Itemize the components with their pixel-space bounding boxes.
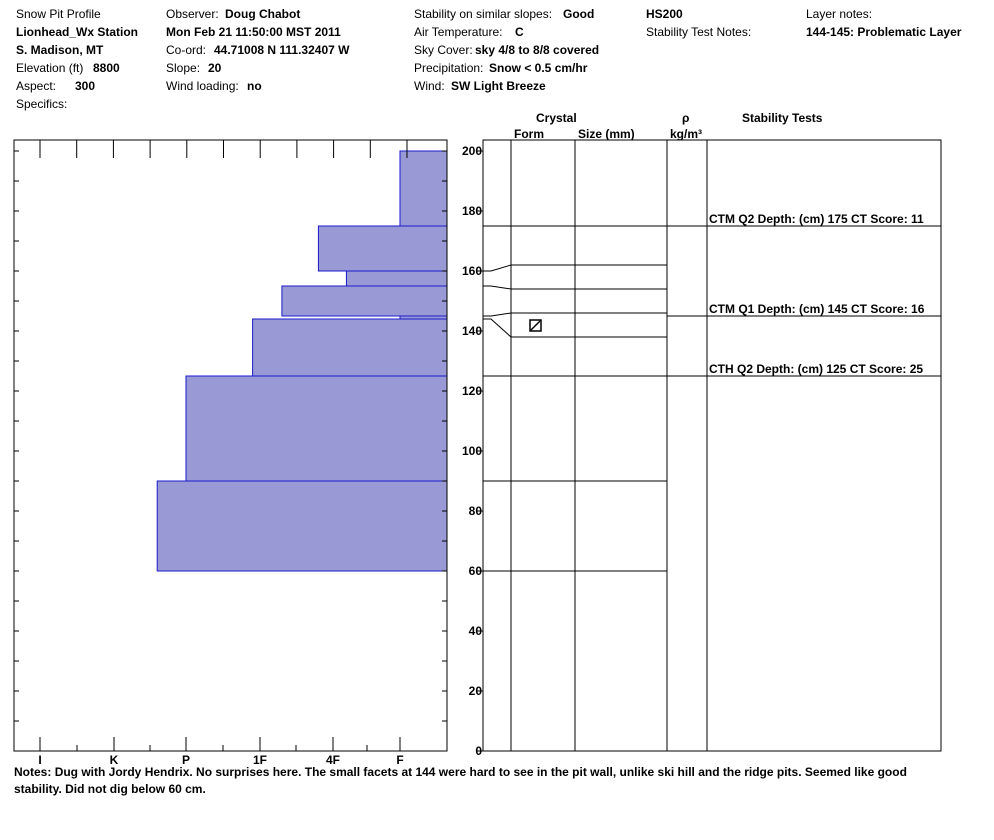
profile-title: Snow Pit Profile (16, 7, 101, 21)
notes-label: Notes: (14, 765, 52, 779)
snow-height: HS200 (646, 7, 683, 21)
stability-value: Good (563, 7, 595, 21)
layer-boundary-4 (483, 318, 667, 338)
hardness-bar-7 (156, 480, 448, 572)
stability-tests-heading: Stability Tests (742, 111, 823, 125)
sky-cover-value: sky 4/8 to 8/8 covered (475, 43, 600, 57)
hardness-bar-0 (399, 150, 448, 227)
stability-test-label-0: CTM Q2 Depth: (cm) 175 CT Score: 11 (709, 212, 924, 226)
stability-test-label-2: CTH Q2 Depth: (cm) 125 CT Score: 25 (709, 362, 923, 376)
elevation-value: 8800 (93, 61, 120, 75)
aspect-label: Aspect: (16, 79, 57, 93)
hardness-tick-label-K: K (110, 753, 119, 767)
stability-test-label-1: CTM Q1 Depth: (cm) 145 CT Score: 16 (709, 302, 925, 316)
depth-label-100: 100 (462, 444, 482, 458)
size-heading: Size (mm) (578, 127, 635, 141)
hardness-bar-5 (252, 318, 448, 377)
depth-label-200: 200 (462, 144, 482, 158)
layer-boundary-3 (483, 312, 667, 317)
hardness-tick-label-I: I (38, 753, 41, 767)
sky-cover-label: Sky Cover: (414, 43, 473, 57)
depth-label-40: 40 (469, 624, 483, 638)
notes-block: Notes: Dug with Jordy Hendrix. No surpri… (14, 764, 914, 798)
crystal-heading: Crystal (536, 111, 577, 125)
layer-boundary-1 (483, 264, 667, 272)
observation-datetime: Mon Feb 21 11:50:00 MST 2011 (166, 25, 341, 39)
faceted-crystal-icon-slash (530, 320, 541, 331)
specifics-label: Specifics: (16, 97, 68, 111)
hardness-bar-3 (281, 285, 448, 317)
depth-label-60: 60 (469, 564, 483, 578)
stability-label: Stability on similar slopes: (414, 7, 553, 21)
depth-label-120: 120 (462, 384, 482, 398)
observer-value: Doug Chabot (225, 7, 301, 21)
slope-label: Slope: (166, 61, 201, 75)
location-name: Lionhead_Wx Station (16, 25, 139, 39)
layer-notes-label: Layer notes: (806, 7, 873, 21)
observer-label: Observer: (166, 7, 219, 21)
layer-boundary-2 (483, 285, 667, 290)
layer-notes-value: 144-145: Problematic Layer (806, 25, 962, 39)
coord-value: 44.71008 N 111.32407 W (214, 43, 350, 57)
depth-label-80: 80 (469, 504, 483, 518)
wind-value: SW Light Breeze (451, 79, 546, 93)
hardness-bar-6 (185, 375, 448, 482)
hardness-tick-label-1F: 1F (253, 753, 267, 767)
profile-frame (482, 139, 942, 752)
depth-label-20: 20 (469, 684, 483, 698)
coord-label: Co-ord: (166, 43, 207, 57)
hardness-frame (13, 139, 448, 752)
precip-label: Precipitation: (414, 61, 484, 75)
faceted-crystal-icon (529, 319, 542, 332)
depth-label-140: 140 (462, 324, 482, 338)
hardness-bar-2 (345, 270, 448, 287)
wind-loading-label: Wind loading: (166, 79, 239, 93)
air-temp-label: Air Temperature: (414, 25, 503, 39)
aspect-value: 300 (75, 79, 96, 93)
hardness-tick-label-F: F (396, 753, 403, 767)
hardness-bar-1 (317, 225, 448, 272)
region-name: S. Madison, MT (16, 43, 104, 57)
density-symbol: ρ (682, 111, 690, 125)
elevation-label: Elevation (ft) (16, 61, 84, 75)
notes-text: Dug with Jordy Hendrix. No surprises her… (14, 765, 907, 796)
depth-label-180: 180 (462, 204, 482, 218)
air-temp-value: C (515, 25, 524, 39)
stability-test-notes-label: Stability Test Notes: (646, 25, 752, 39)
wind-label: Wind: (414, 79, 445, 93)
slope-value: 20 (208, 61, 222, 75)
depth-label-160: 160 (462, 264, 482, 278)
precip-value: Snow < 0.5 cm/hr (489, 61, 588, 75)
form-heading: Form (514, 127, 544, 141)
hardness-tick-label-P: P (182, 753, 190, 767)
wind-loading-value: no (247, 79, 262, 93)
hardness-tick-label-4F: 4F (326, 753, 340, 767)
density-unit: kg/m³ (670, 127, 703, 141)
